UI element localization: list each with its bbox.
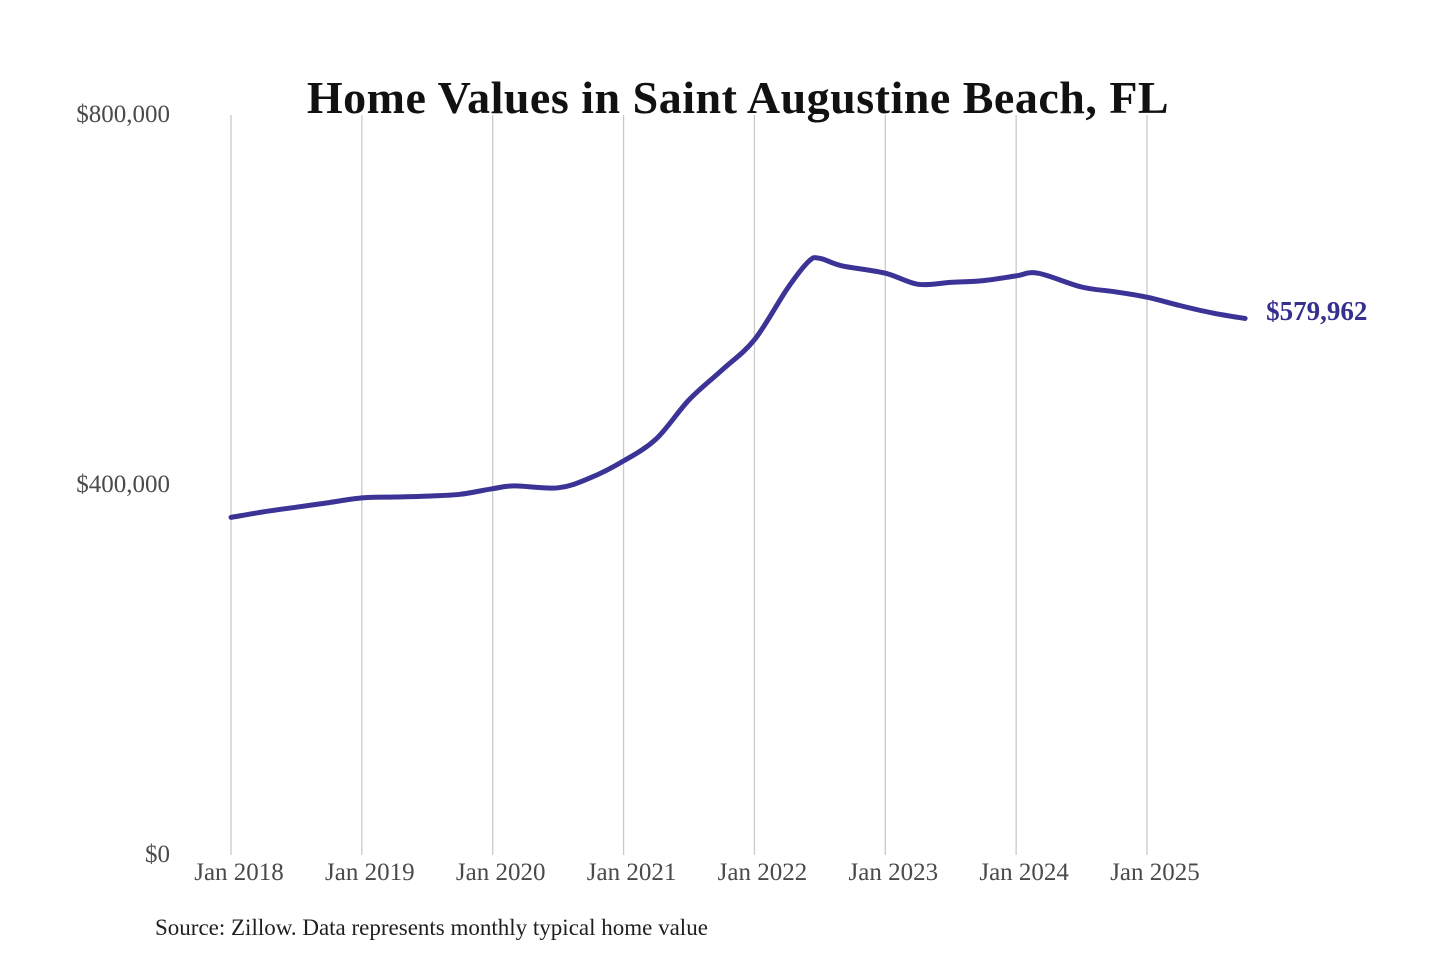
x-tick-label: Jan 2025 <box>1110 859 1200 886</box>
source-note: Source: Zillow. Data represents monthly … <box>155 915 708 940</box>
y-tick-label: $800,000 <box>76 101 170 128</box>
x-tick-label: Jan 2019 <box>325 859 415 886</box>
x-tick-label: Jan 2021 <box>586 859 677 886</box>
x-tick-label: Jan 2020 <box>455 859 546 886</box>
x-tick-label: Jan 2022 <box>717 859 808 886</box>
gridlines <box>230 115 1148 855</box>
x-tick-label: Jan 2024 <box>979 859 1069 886</box>
home-value-line <box>228 255 1248 520</box>
chart-title: Home Values in Saint Augustine Beach, FL <box>306 71 1170 123</box>
y-tick-label: $400,000 <box>76 471 170 498</box>
x-tick-label: Jan 2018 <box>194 859 284 886</box>
current-value-label: $579,962 <box>1266 295 1368 326</box>
y-tick-label: $0 <box>145 841 170 868</box>
x-tick-label: Jan 2023 <box>848 859 939 886</box>
